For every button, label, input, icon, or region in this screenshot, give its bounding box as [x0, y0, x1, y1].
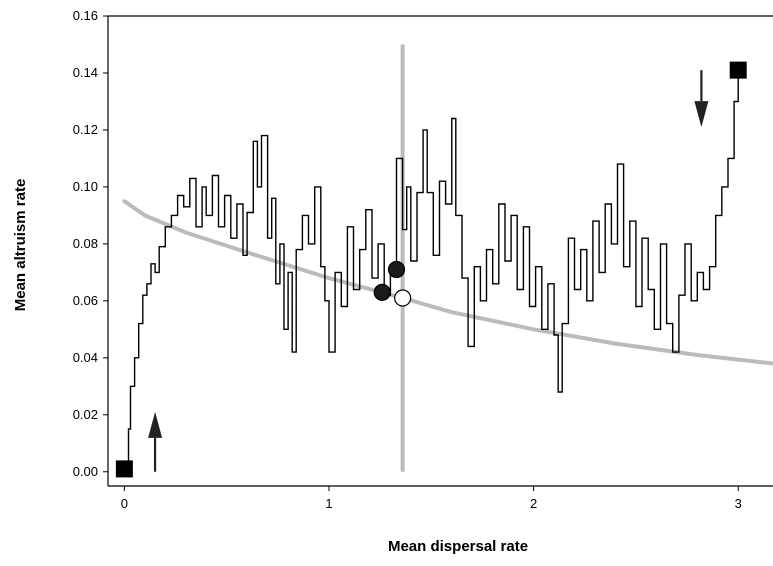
tick-layer: 0.00 0.02 0.04 0.06 0.08 0.10 0.12 0.14 0.16 0 1 2 3 — [73, 8, 742, 511]
circle-marker — [373, 283, 391, 301]
x-tick-label: 1 — [325, 496, 332, 511]
y-tick-label: 0.08 — [73, 236, 98, 251]
square-marker — [115, 460, 133, 478]
y-tick-label: 0.00 — [73, 464, 98, 479]
x-axis-title: Mean dispersal rate — [388, 538, 528, 555]
y-tick-label: 0.04 — [73, 350, 98, 365]
x-tick-label: 2 — [530, 496, 537, 511]
circle-marker — [387, 260, 406, 279]
marker-layer — [115, 61, 747, 478]
axes-layer — [107, 15, 773, 487]
square-marker — [729, 61, 747, 79]
y-tick-label: 0.14 — [73, 65, 98, 80]
arrow-layer — [148, 70, 709, 472]
arrow-down-icon — [694, 101, 709, 128]
trajectory-line — [124, 73, 739, 473]
arrow-up-icon — [148, 411, 163, 438]
x-tick-label: 3 — [735, 496, 742, 511]
series-layer — [124, 73, 739, 473]
y-tick-label: 0.12 — [73, 122, 98, 137]
x-tick-label: 0 — [121, 496, 128, 511]
y-tick-label: 0.02 — [73, 407, 98, 422]
y-tick-label: 0.10 — [73, 179, 98, 194]
y-tick-label: 0.16 — [73, 8, 98, 23]
y-tick-label: 0.06 — [73, 293, 98, 308]
circle-marker — [394, 289, 412, 307]
y-axis-title: Mean altruism rate — [12, 179, 29, 312]
